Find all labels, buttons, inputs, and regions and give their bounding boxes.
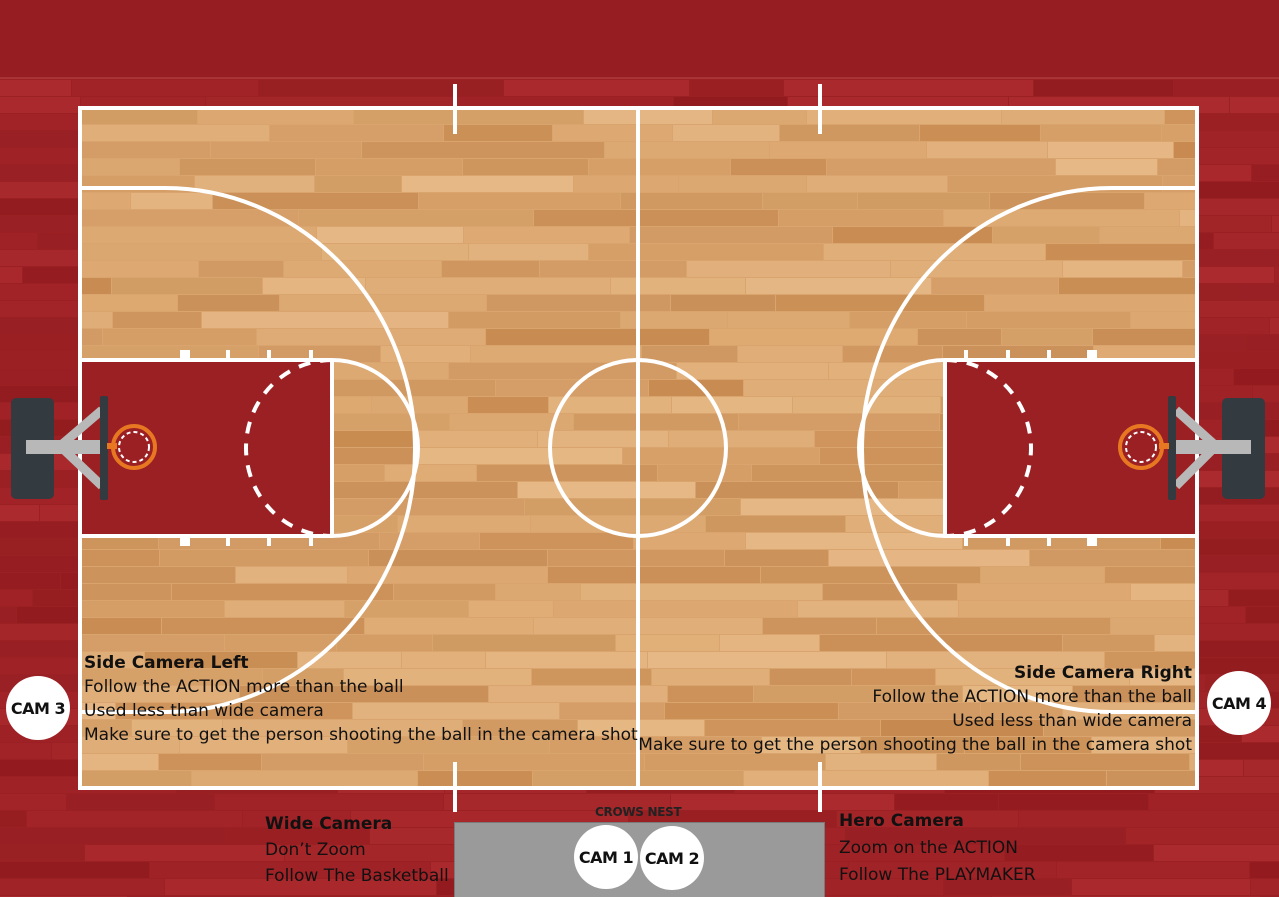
side-camera-right-line-1: Follow the ACTION more than the ball (872, 687, 1192, 707)
hero-camera-notes: Hero Camera Zoom on the ACTION Follow Th… (839, 808, 1036, 889)
side-camera-left-notes: Side Camera Left Follow the ACTION more … (84, 651, 638, 747)
wood-planks (80, 108, 1197, 787)
cam-2-marker: CAM 2 (640, 826, 704, 890)
side-camera-left-line-2: Used less than wide camera (84, 701, 324, 721)
wide-camera-title: Wide Camera (265, 814, 393, 834)
cam-1-marker: CAM 1 (574, 825, 638, 889)
crows-nest-label: CROWS NEST (595, 805, 682, 819)
left-three-point-line (80, 186, 417, 714)
cam-4-marker: CAM 4 (1207, 671, 1271, 735)
hero-camera-line-2: Follow The PLAYMAKER (839, 865, 1036, 885)
side-camera-right-line-2: Used less than wide camera (952, 711, 1192, 731)
right-three-point-line (860, 186, 1197, 714)
right-free-throw-arc (857, 358, 946, 538)
side-camera-left-line-1: Follow the ACTION more than the ball (84, 677, 404, 697)
side-camera-right-title: Side Camera Right (1014, 663, 1192, 683)
left-paint (80, 360, 332, 536)
side-camera-left-title: Side Camera Left (84, 653, 249, 673)
right-free-throw-arc-dashed (944, 358, 1033, 538)
side-camera-right-line-3: Make sure to get the person shooting the… (638, 735, 1192, 755)
hero-camera-line-1: Zoom on the ACTION (839, 838, 1018, 858)
top-apron-band (0, 0, 1279, 78)
left-free-throw-arc (331, 358, 420, 538)
crows-nest-platform (454, 822, 825, 897)
right-hoop-icon (1118, 396, 1265, 500)
wide-camera-notes: Wide Camera Don’t Zoom Follow The Basket… (265, 811, 449, 889)
side-camera-right-notes: Side Camera Right Follow the ACTION more… (638, 661, 1192, 757)
wide-camera-line-1: Don’t Zoom (265, 840, 366, 860)
cam-3-marker: CAM 3 (6, 676, 70, 740)
wide-camera-line-2: Follow The Basketball (265, 866, 449, 886)
hero-camera-title: Hero Camera (839, 811, 964, 831)
center-circle (548, 358, 728, 538)
left-free-throw-arc-dashed (244, 358, 333, 538)
side-camera-left-line-3: Make sure to get the person shooting the… (84, 725, 638, 745)
left-hoop-icon (11, 396, 157, 500)
lane-hash-marks (180, 350, 1097, 546)
